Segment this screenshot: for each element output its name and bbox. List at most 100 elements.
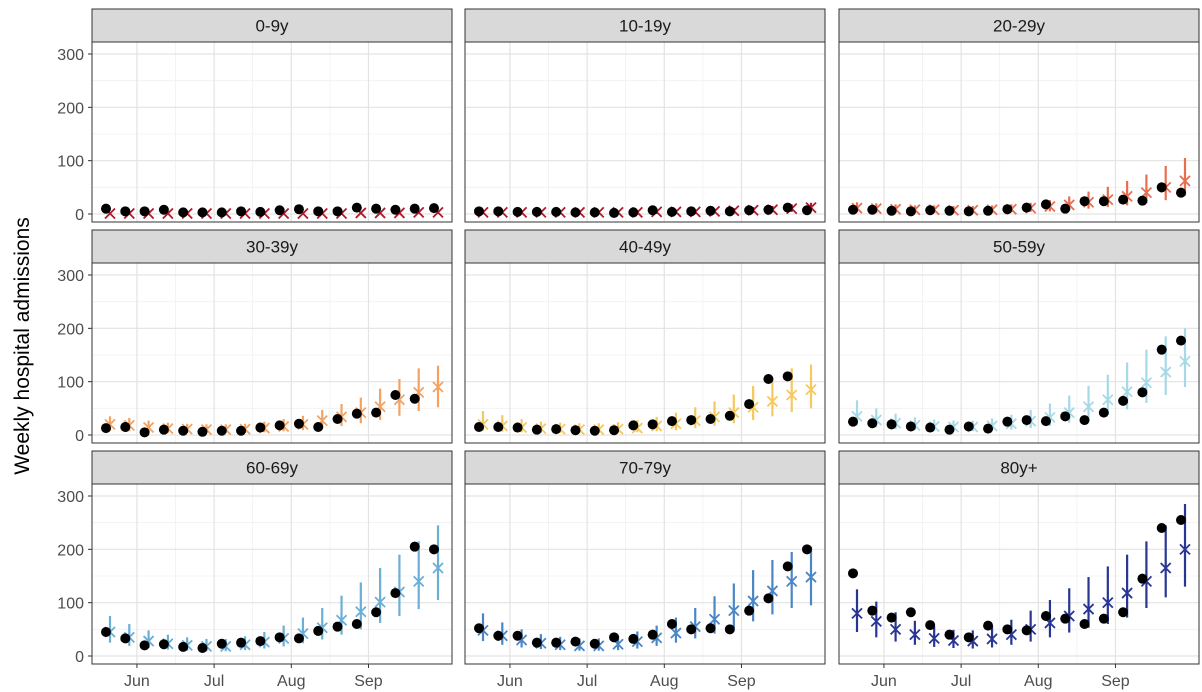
panel-0-9y: 0-9y 0 100 200 300 — [57, 8, 453, 224]
observed-point — [1021, 202, 1032, 213]
observed-point — [139, 206, 150, 217]
observed-point — [647, 629, 658, 640]
facet-label: 80y+ — [1000, 459, 1037, 478]
observed-point — [474, 206, 484, 217]
modelled-point — [1160, 562, 1172, 574]
y-tick-label: 200 — [57, 542, 84, 559]
modelled-point — [928, 632, 940, 645]
observed-point — [293, 204, 304, 215]
x-tick-label: Sep — [354, 673, 383, 690]
observed-point — [1002, 416, 1013, 427]
observed-point — [197, 207, 208, 218]
observed-point — [925, 422, 936, 433]
observed-point — [886, 419, 897, 430]
x-tick-label: Sep — [1101, 673, 1130, 690]
observed-point — [1040, 611, 1051, 621]
observed-point — [512, 206, 523, 217]
observed-point — [216, 638, 227, 649]
observed-point — [744, 399, 755, 410]
modelled-point — [374, 596, 386, 608]
observed-point — [1098, 196, 1109, 207]
panel-background — [839, 484, 1199, 664]
observed-point — [120, 633, 131, 644]
observed-point — [351, 619, 362, 629]
observed-point — [178, 425, 189, 436]
observed-point — [1137, 573, 1148, 584]
x-tick-label: Jul — [951, 673, 971, 690]
observed-point — [609, 207, 620, 218]
modelled-point — [413, 575, 425, 587]
observed-point — [963, 421, 974, 432]
observed-point — [983, 205, 994, 216]
observed-point — [493, 422, 504, 432]
y-tick-label: 200 — [57, 100, 84, 117]
y-tick-label: 100 — [57, 154, 84, 171]
observed-point — [724, 624, 735, 635]
modelled-point — [805, 571, 817, 583]
observed-point — [255, 636, 266, 647]
observed-point — [925, 620, 936, 631]
observed-point — [886, 205, 897, 216]
y-tick-label: 0 — [75, 207, 84, 224]
panel-background — [92, 484, 452, 664]
observed-point — [1098, 407, 1109, 418]
modelled-point — [786, 389, 798, 401]
observed-point — [158, 204, 169, 215]
modelled-point — [986, 633, 998, 645]
modelled-point — [1179, 543, 1191, 555]
facet-strip — [838, 229, 1200, 264]
observed-point — [1137, 387, 1148, 398]
observed-point — [944, 424, 955, 435]
observed-point — [474, 623, 484, 634]
observed-point — [551, 206, 562, 217]
observed-point — [101, 423, 111, 434]
observed-point — [1021, 415, 1032, 426]
observed-point — [763, 593, 774, 604]
observed-point — [332, 206, 343, 217]
observed-point — [512, 630, 523, 641]
observed-point — [1118, 395, 1129, 406]
observed-point — [570, 636, 581, 647]
observed-point — [963, 632, 974, 643]
observed-point — [589, 638, 600, 649]
observed-point — [409, 203, 420, 214]
observed-point — [666, 619, 677, 629]
facet-strip — [838, 8, 1200, 43]
panel-30-39y: 30-39y 0 100 200 300 — [57, 229, 453, 445]
observed-point — [628, 633, 639, 644]
observed-point — [744, 605, 755, 616]
modelled-point — [1121, 587, 1133, 599]
observed-point — [570, 207, 581, 218]
observed-point — [628, 420, 639, 431]
observed-point — [944, 629, 955, 640]
observed-point — [274, 420, 285, 431]
observed-point — [120, 206, 131, 217]
observed-point — [101, 203, 111, 214]
observed-point — [744, 205, 755, 216]
facet-label: 20-29y — [993, 17, 1045, 36]
observed-point — [666, 416, 677, 427]
observed-point — [763, 374, 774, 384]
modelled-point — [432, 562, 444, 574]
panel-70-79y: 70-79y Jun Jul Aug Sep — [464, 450, 826, 690]
observed-point — [1002, 624, 1013, 635]
observed-point — [647, 419, 658, 430]
modelled-point — [355, 606, 367, 618]
observed-point — [313, 422, 324, 432]
observed-point — [867, 418, 878, 429]
modelled-point — [708, 613, 721, 625]
observed-point — [1060, 411, 1071, 422]
modelled-point — [1179, 355, 1191, 368]
observed-point — [686, 624, 697, 635]
observed-point — [197, 426, 208, 437]
observed-point — [371, 607, 382, 618]
observed-point — [848, 416, 858, 427]
observed-point — [905, 206, 916, 217]
modelled-point — [1102, 394, 1114, 406]
x-tick-label: Jul — [204, 673, 224, 690]
panel-background — [465, 484, 825, 664]
observed-point — [474, 422, 484, 432]
observed-point — [1176, 515, 1186, 525]
y-axis-title: Weekly hospital admissions — [11, 217, 34, 475]
